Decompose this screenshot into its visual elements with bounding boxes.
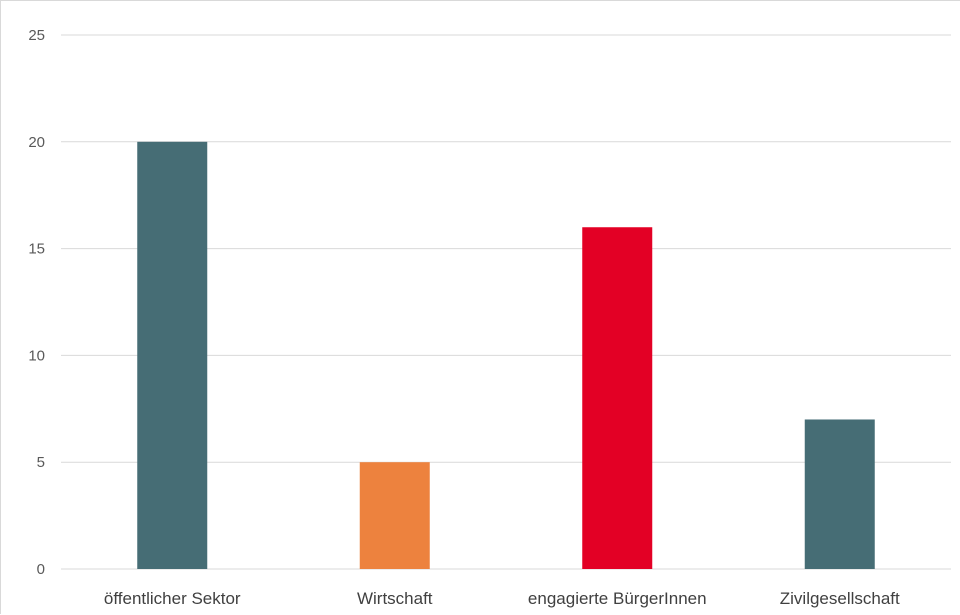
bar-2 bbox=[359, 462, 430, 569]
y-tick-label: 5 bbox=[37, 454, 45, 471]
bar-4 bbox=[804, 419, 875, 569]
bar-1 bbox=[137, 141, 208, 570]
gridlines bbox=[61, 34, 951, 570]
bars bbox=[137, 141, 875, 570]
y-axis-tick-labels: 0 5 10 15 20 25 bbox=[28, 27, 45, 578]
y-tick-label: 25 bbox=[28, 27, 45, 44]
x-category-label: engagierte BürgerInnen bbox=[528, 589, 707, 608]
y-tick-label: 20 bbox=[28, 134, 45, 151]
y-tick-label: 0 bbox=[37, 561, 45, 578]
x-axis-category-labels: öffentlicher Sektor Wirtschaft engagierte … bbox=[104, 589, 900, 608]
x-category-label: Zivilgesellschaft bbox=[780, 589, 900, 608]
y-tick-label: 15 bbox=[28, 241, 45, 258]
y-tick-label: 10 bbox=[28, 347, 45, 364]
x-category-label: öffentlicher Sektor bbox=[104, 589, 241, 608]
x-category-label: Wirtschaft bbox=[357, 589, 433, 608]
bar-3 bbox=[582, 227, 653, 570]
